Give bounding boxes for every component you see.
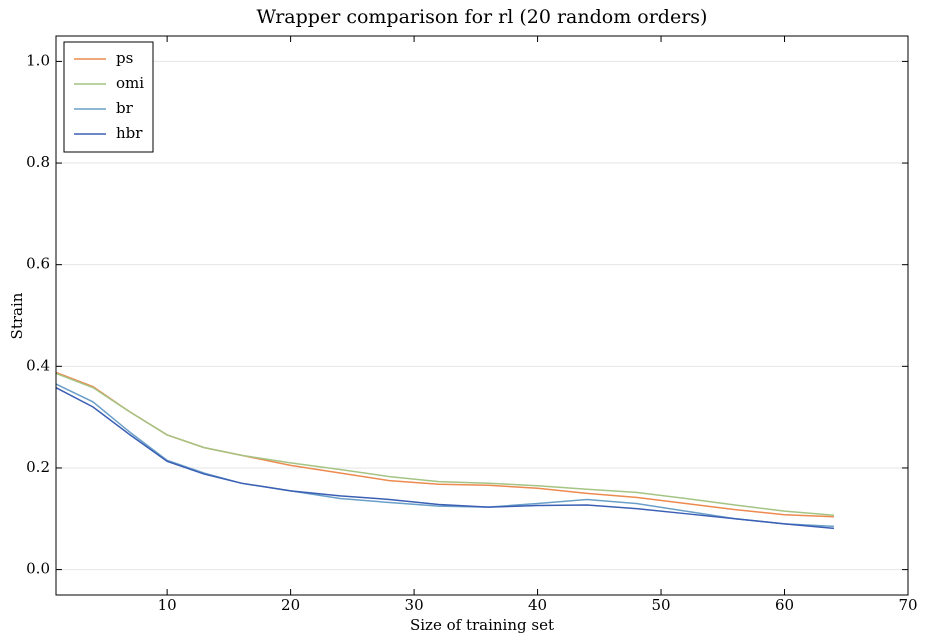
y-axis-label: Strain (8, 292, 26, 339)
line-series (55, 386, 834, 530)
y-tick-label: 0.0 (26, 560, 50, 578)
legend-label: omi (116, 74, 144, 92)
y-tick-label: 0.2 (26, 458, 50, 476)
plot-frame (55, 35, 909, 596)
y-tick-label: 1.0 (26, 51, 50, 69)
legend-label: ps (116, 49, 133, 67)
chart-title: Wrapper comparison for rl (20 random ord… (257, 6, 708, 28)
x-tick-label: 60 (775, 596, 794, 614)
legend-label: hbr (116, 124, 143, 142)
x-tick-label: 10 (158, 596, 177, 614)
x-axis-label: Size of training set (410, 616, 554, 634)
x-tick-label: 20 (281, 596, 300, 614)
x-tick-label: 30 (405, 596, 424, 614)
line-series (55, 383, 834, 528)
x-tick-label: 70 (898, 596, 917, 614)
x-tick-label: 40 (528, 596, 547, 614)
y-tick-label: 0.4 (26, 356, 50, 374)
legend-label: br (116, 99, 134, 117)
x-tick-label: 50 (651, 596, 670, 614)
line-series (55, 372, 834, 516)
y-tick-label: 0.8 (26, 153, 50, 171)
y-tick-label: 0.6 (26, 255, 50, 273)
line-series (55, 371, 834, 518)
